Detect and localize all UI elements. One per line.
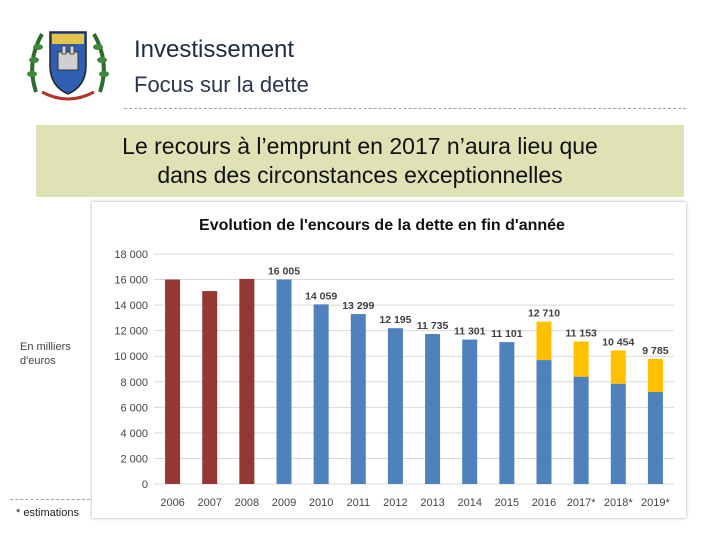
headline-line-1: Le recours à l’emprunt en 2017 n’aura li… bbox=[122, 133, 598, 159]
debt-chart: Evolution de l'encours de la dette en fi… bbox=[92, 202, 686, 518]
header-divider bbox=[124, 108, 686, 109]
bar bbox=[610, 350, 626, 384]
headline-banner: Le recours à l’emprunt en 2017 n’aura li… bbox=[36, 125, 684, 197]
bar bbox=[536, 360, 552, 484]
y-tick-label: 12 000 bbox=[114, 326, 148, 338]
x-tick-label: 2019* bbox=[641, 497, 670, 509]
x-tick-label: 2007 bbox=[197, 497, 221, 509]
x-tick-label: 2012 bbox=[383, 497, 407, 509]
y-tick-label: 4 000 bbox=[120, 428, 148, 440]
page-subtitle: Focus sur la dette bbox=[134, 72, 309, 97]
headline-line-2: dans des circonstances exceptionnelles bbox=[157, 162, 563, 188]
x-tick-label: 2014 bbox=[457, 497, 481, 509]
bar bbox=[202, 291, 218, 484]
x-tick-label: 2013 bbox=[420, 497, 444, 509]
bar bbox=[462, 339, 478, 484]
coat-of-arms-logo bbox=[22, 22, 114, 108]
bar bbox=[313, 304, 329, 484]
bar bbox=[387, 328, 403, 484]
bar bbox=[239, 278, 255, 484]
bar bbox=[165, 279, 181, 484]
y-tick-label: 14 000 bbox=[114, 300, 148, 312]
bar bbox=[536, 321, 552, 361]
chart-title: Evolution de l'encours de la dette en fi… bbox=[199, 217, 565, 234]
bar bbox=[499, 342, 515, 484]
y-tick-label: 2 000 bbox=[120, 453, 148, 465]
y-tick-label: 6 000 bbox=[120, 402, 148, 414]
unit-label-line-1: En milliers bbox=[20, 341, 71, 353]
data-label: 11 153 bbox=[565, 327, 597, 339]
x-tick-label: 2018* bbox=[604, 497, 633, 509]
data-label: 11 735 bbox=[417, 320, 449, 332]
y-tick-label: 18 000 bbox=[114, 249, 148, 261]
unit-label: En milliers d'euros bbox=[20, 340, 71, 368]
y-tick-label: 16 000 bbox=[114, 275, 148, 287]
x-tick-label: 2017* bbox=[567, 497, 596, 509]
data-label: 14 059 bbox=[305, 290, 337, 302]
data-label: 9 785 bbox=[642, 345, 668, 357]
x-tick-label: 2011 bbox=[346, 497, 370, 509]
page-title: Investissement bbox=[134, 36, 295, 63]
debt-chart-svg: Evolution de l'encours de la dette en fi… bbox=[114, 217, 674, 509]
bar bbox=[647, 392, 663, 484]
x-tick-label: 2009 bbox=[272, 497, 296, 509]
data-label: 13 299 bbox=[342, 300, 374, 312]
bar bbox=[276, 279, 292, 484]
bar bbox=[610, 383, 626, 484]
data-label: 16 005 bbox=[268, 265, 300, 277]
footer-divider bbox=[10, 499, 90, 500]
bar bbox=[573, 341, 589, 377]
bar bbox=[350, 314, 366, 484]
x-tick-label: 2016 bbox=[532, 497, 556, 509]
x-tick-label: 2010 bbox=[309, 497, 333, 509]
data-label: 12 710 bbox=[528, 308, 560, 320]
bar bbox=[573, 376, 589, 484]
y-tick-label: 8 000 bbox=[120, 377, 148, 389]
footnote: * estimations bbox=[16, 507, 79, 519]
y-tick-label: 0 bbox=[142, 479, 148, 491]
x-tick-label: 2006 bbox=[160, 497, 184, 509]
x-tick-label: 2008 bbox=[235, 497, 259, 509]
data-label: 11 101 bbox=[491, 328, 523, 340]
bar bbox=[425, 334, 441, 484]
data-label: 12 195 bbox=[379, 314, 411, 326]
data-label: 11 301 bbox=[454, 326, 486, 338]
y-tick-label: 10 000 bbox=[114, 351, 148, 363]
bar bbox=[647, 358, 663, 392]
data-label: 10 454 bbox=[602, 336, 634, 348]
x-tick-label: 2015 bbox=[495, 497, 519, 509]
unit-label-line-2: d'euros bbox=[20, 355, 56, 367]
